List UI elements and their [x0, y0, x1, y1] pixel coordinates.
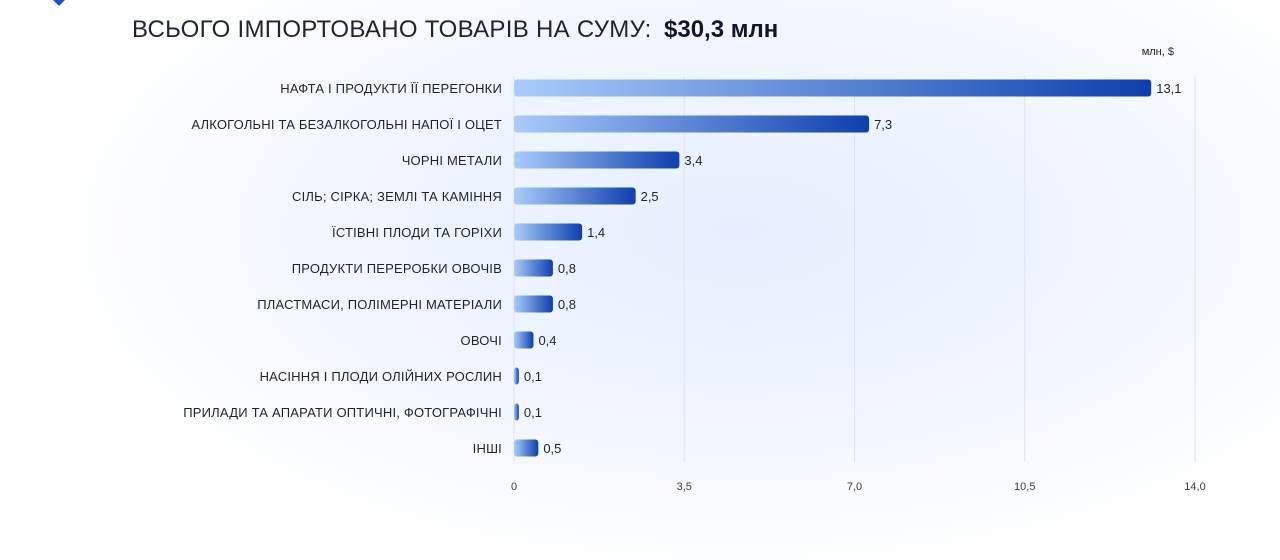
category-label: ПРОДУКТИ ПЕРЕРОБКИ ОВОЧІВ — [292, 261, 502, 276]
value-label: 0,5 — [543, 441, 561, 456]
bar — [514, 151, 680, 169]
x-tick-label: 14,0 — [1184, 481, 1205, 493]
category-label: ОВОЧІ — [461, 333, 502, 348]
bar — [514, 223, 583, 241]
category-label: ЇСТІВНІ ПЛОДИ ТА ГОРІХИ — [332, 225, 502, 240]
category-label: ІНШІ — [473, 441, 502, 456]
bar — [514, 331, 534, 349]
bar — [514, 403, 519, 421]
unit-label: млн, $ — [1141, 46, 1174, 58]
value-label: 0,8 — [558, 297, 576, 312]
bar — [514, 79, 1152, 97]
category-label: АЛКОГОЛЬНІ ТА БЕЗАЛКОГОЛЬНІ НАПОЇ І ОЦЕТ — [191, 117, 502, 132]
bar-layer — [514, 79, 1152, 457]
category-label: ПЛАСТМАСИ, ПОЛІМЕРНІ МАТЕРІАЛИ — [257, 297, 502, 312]
x-tick-label: 7,0 — [847, 481, 862, 493]
category-label-layer: НАФТА І ПРОДУКТИ ЇЇ ПЕРЕГОНКИ АЛКОГОЛЬНІ … — [183, 81, 502, 456]
value-label: 7,3 — [874, 117, 892, 132]
category-label: НАФТА І ПРОДУКТИ ЇЇ ПЕРЕГОНКИ — [280, 81, 502, 96]
category-label: ПРИЛАДИ ТА АПАРАТИ ОПТИЧНІ, ФОТОГРАФІЧНІ — [183, 405, 502, 420]
title-total-value: $30,3 млн — [664, 16, 779, 43]
value-label: 0,4 — [538, 333, 556, 348]
chart-title: ВСЬОГО ІМПОРТОВАНО ТОВАРІВ НА СУМУ: $30,… — [132, 16, 778, 44]
x-tick-label: 0 — [511, 481, 517, 493]
x-tick-label: 3,5 — [677, 481, 692, 493]
category-label: НАСІННЯ І ПЛОДИ ОЛІЙНИХ РОСЛИН — [260, 369, 502, 384]
value-label: 0,8 — [558, 261, 576, 276]
value-label: 0,1 — [524, 405, 542, 420]
logo-icon — [53, 0, 65, 6]
value-label: 13,1 — [1156, 81, 1181, 96]
value-label: 2,5 — [641, 189, 659, 204]
value-label: 0,1 — [524, 369, 542, 384]
value-label-layer: 13,1 7,3 3,4 2,5 1,4 0,8 0,8 0,4 0,1 0,1 0,5 — [524, 81, 1182, 456]
value-label: 1,4 — [587, 225, 605, 240]
bar — [514, 367, 519, 385]
category-label: СІЛЬ; СІРКА; ЗЕМЛІ ТА КАМІННЯ — [292, 189, 502, 204]
bar-chart: НАФТА І ПРОДУКТИ ЇЇ ПЕРЕГОНКИ АЛКОГОЛЬНІ … — [183, 76, 1206, 493]
category-label: ЧОРНІ МЕТАЛИ — [402, 153, 502, 168]
bar — [514, 187, 636, 205]
bar — [514, 439, 539, 457]
value-label: 3,4 — [684, 153, 702, 168]
x-tick-label: 10,5 — [1014, 481, 1035, 493]
grid-layer — [513, 76, 1196, 462]
bar — [514, 295, 553, 313]
title-prefix: ВСЬОГО ІМПОРТОВАНО ТОВАРІВ НА СУМУ: — [132, 16, 652, 43]
bar — [514, 115, 870, 133]
x-axis-tick-layer: 0 3,5 7,0 10,5 14,0 — [511, 481, 1206, 493]
bar — [514, 259, 553, 277]
